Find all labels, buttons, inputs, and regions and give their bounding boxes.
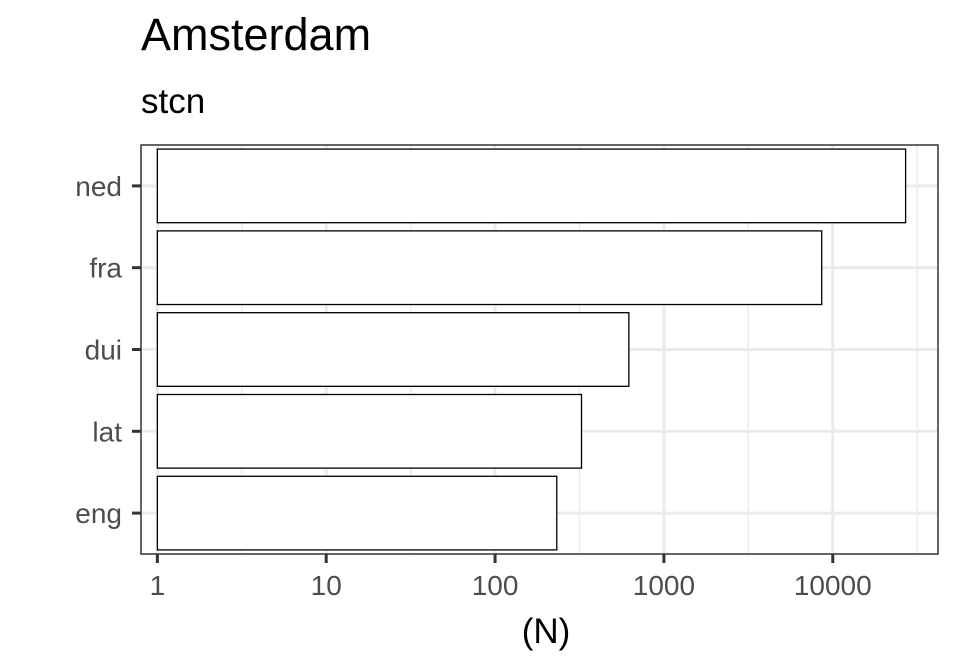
x-tick-label: 100 (472, 570, 519, 601)
y-tick-label: dui (85, 335, 122, 366)
bar-fra (156, 230, 823, 306)
bar-eng (156, 475, 558, 551)
x-tick-label: 10 (311, 570, 342, 601)
bars-layer (156, 148, 907, 551)
chart-subtitle: stcn (141, 82, 206, 121)
y-tick-label: ned (75, 171, 122, 202)
x-tick-label: 1 (150, 570, 166, 601)
bar-lat (156, 393, 583, 469)
x-axis-title: (N) (522, 612, 571, 651)
axis-layer: ned fra dui lat eng 1 10 100 1000 10000 (75, 171, 871, 601)
x-tick-label: 10000 (794, 570, 872, 601)
y-tick-label: lat (92, 416, 122, 447)
bar-dui (156, 312, 630, 387)
y-tick-label: eng (75, 498, 122, 529)
chart-title: Amsterdam (141, 9, 372, 60)
bar-ned (156, 148, 907, 224)
y-tick-label: fra (89, 253, 122, 284)
x-tick-label: 1000 (633, 570, 695, 601)
